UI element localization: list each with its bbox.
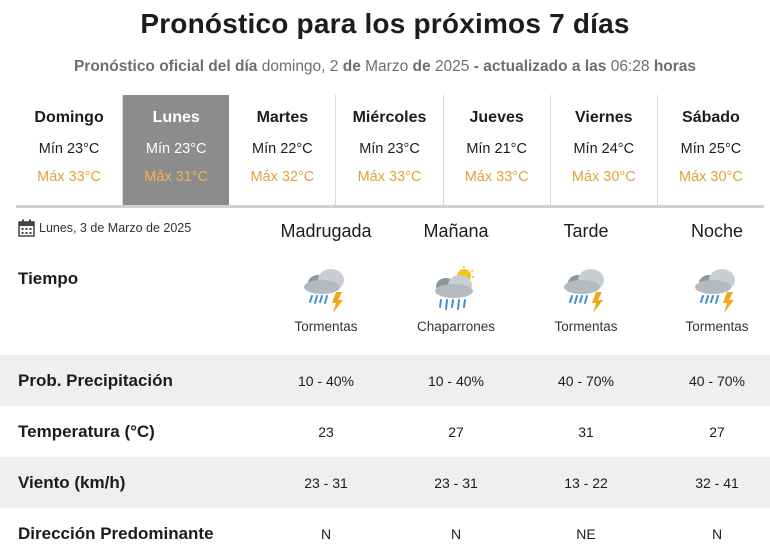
day-tabs: Domingo Mín 23°C Máx 33°C Lunes Mín 23°C… — [16, 95, 764, 206]
day-name: Miércoles — [352, 109, 427, 126]
row-precipitation: Prob. Precipitación 10 - 40% 10 - 40% 40… — [0, 355, 770, 406]
day-min-temp: Mín 23°C — [359, 141, 420, 157]
day-tab-martes[interactable]: Martes Mín 22°C Máx 32°C — [229, 95, 337, 206]
row-label: Dirección Predominante — [18, 523, 214, 543]
row-value: 32 - 41 — [695, 474, 739, 491]
day-max-temp: Máx 30°C — [571, 169, 636, 185]
weather-description: Tormentas — [294, 319, 358, 334]
storm-icon — [261, 266, 391, 318]
page-subtitle: Pronóstico oficial del día domingo, 2 de… — [0, 58, 770, 76]
day-min-temp: Mín 22°C — [252, 141, 313, 157]
row-wind: Viento (km/h) 23 - 31 23 - 31 13 - 22 32… — [0, 457, 770, 508]
day-max-temp: Máx 33°C — [37, 169, 101, 185]
selected-date: Lunes, 3 de Marzo de 2025 — [18, 219, 191, 237]
day-tab-jueves[interactable]: Jueves Mín 21°C Máx 33°C — [444, 95, 551, 206]
row-temperature: Temperatura (°C) 23 27 31 27 — [0, 406, 770, 457]
storm-icon — [521, 266, 651, 318]
selected-date-text: Lunes, 3 de Marzo de 2025 — [39, 221, 192, 235]
day-tab-miercoles[interactable]: Miércoles Mín 23°C Máx 33°C — [336, 95, 444, 206]
row-value: 23 — [318, 423, 334, 440]
row-value: 40 - 70% — [688, 372, 746, 389]
subtitle-time: 06:28 — [610, 58, 650, 75]
showers-icon — [391, 266, 521, 318]
row-value: N — [320, 525, 332, 542]
weather-description: Tormentas — [554, 319, 618, 334]
subtitle-year: 2025 — [434, 58, 470, 75]
period-header: Mañana — [423, 221, 489, 241]
subtitle-de: de — [342, 58, 361, 75]
row-label: Temperatura (°C) — [18, 421, 155, 441]
row-value: 27 — [709, 423, 725, 440]
row-value: 27 — [448, 423, 464, 440]
day-min-temp: Mín 23°C — [38, 141, 100, 157]
day-max-temp: Máx 32°C — [250, 169, 315, 185]
storm-icon — [652, 266, 770, 318]
day-min-temp: Mín 25°C — [680, 141, 742, 157]
subtitle-month: Marzo — [365, 58, 409, 75]
weather-description: Chaparrones — [416, 319, 496, 334]
weather-description: Tormentas — [685, 319, 749, 334]
row-value: 10 - 40% — [427, 372, 485, 389]
subtitle-updated: - actualizado a las — [473, 58, 607, 75]
day-name: Sábado — [682, 109, 740, 126]
page-title: Pronóstico para los próximos 7 días — [140, 8, 630, 39]
subtitle-de: de — [412, 58, 431, 75]
row-value: 23 - 31 — [304, 474, 348, 491]
row-label: Prob. Precipitación — [18, 370, 173, 390]
day-name: Domingo — [34, 109, 104, 126]
subtitle-horas: horas — [653, 58, 697, 75]
day-tabs-divider — [16, 205, 764, 208]
day-name: Lunes — [152, 109, 200, 126]
day-max-temp: Máx 31°C — [144, 169, 209, 185]
day-tab-sabado[interactable]: Sábado Mín 25°C Máx 30°C — [658, 95, 764, 206]
day-max-temp: Máx 33°C — [357, 169, 422, 185]
day-min-temp: Mín 24°C — [573, 141, 635, 157]
day-tab-lunes[interactable]: Lunes Mín 23°C Máx 31°C — [123, 95, 230, 206]
row-value: N — [711, 525, 723, 542]
period-header: Noche — [690, 221, 744, 241]
row-wind-direction: Dirección Predominante N N NE N — [0, 508, 770, 552]
day-max-temp: Máx 33°C — [464, 169, 529, 185]
row-value: 31 — [578, 423, 594, 440]
row-value: N — [450, 525, 462, 542]
day-name: Martes — [256, 109, 309, 126]
calendar-icon — [18, 219, 35, 237]
row-value: 13 - 22 — [564, 474, 608, 491]
period-header: Tarde — [563, 221, 609, 241]
subtitle-prefix: Pronóstico oficial del día — [73, 58, 258, 75]
tiempo-label: Tiempo — [18, 269, 79, 288]
day-name: Jueves — [469, 109, 524, 126]
day-min-temp: Mín 21°C — [466, 141, 527, 157]
row-value: 10 - 40% — [297, 372, 355, 389]
day-tab-viernes[interactable]: Viernes Mín 24°C Máx 30°C — [551, 95, 658, 206]
day-min-temp: Mín 23°C — [145, 141, 207, 157]
day-name: Viernes — [575, 109, 633, 126]
day-tab-domingo[interactable]: Domingo Mín 23°C Máx 33°C — [16, 95, 124, 206]
day-max-temp: Máx 30°C — [679, 169, 743, 185]
row-label: Viento (km/h) — [18, 472, 126, 492]
row-value: 23 - 31 — [434, 474, 478, 491]
subtitle-day: domingo, 2 — [261, 58, 339, 75]
row-value: 40 - 70% — [557, 372, 615, 389]
row-value: NE — [576, 525, 596, 542]
period-header: Madrugada — [280, 221, 372, 241]
